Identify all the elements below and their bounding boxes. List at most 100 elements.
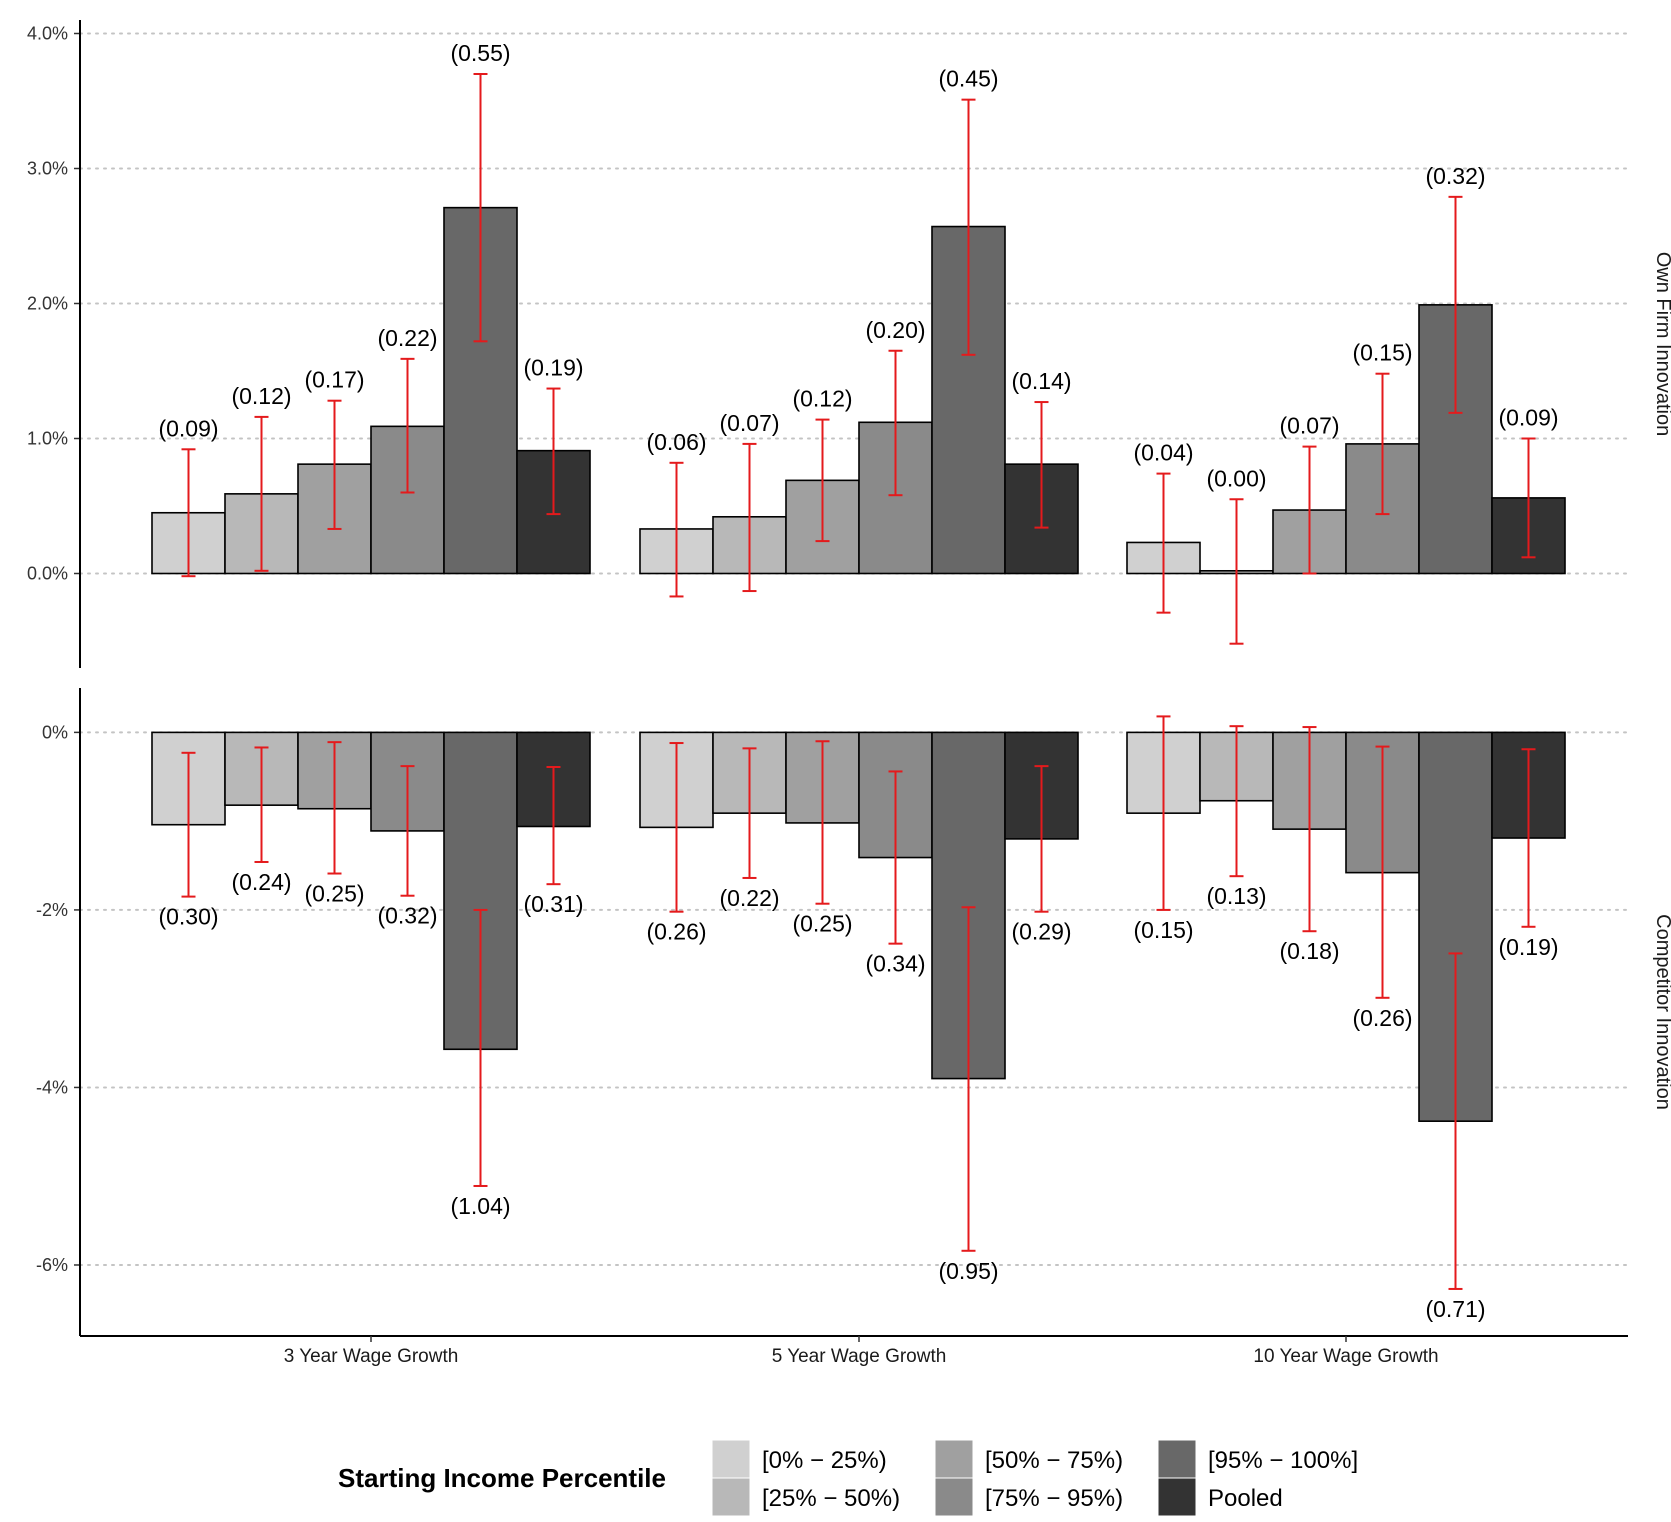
error-bar: [1521, 437, 1536, 559]
error-bar: [473, 908, 488, 1187]
se-label: (0.13): [1206, 883, 1266, 909]
error-bar: [1034, 401, 1049, 529]
y-tick-label: -6%: [36, 1255, 68, 1275]
error-bar: [1229, 498, 1244, 645]
se-label: (0.19): [1498, 934, 1558, 960]
y-tick-label: 0%: [42, 722, 68, 742]
error-bar: [742, 747, 757, 879]
y-tick-label: -4%: [36, 1077, 68, 1097]
se-label: (0.29): [1011, 919, 1071, 945]
legend-swatch: [711, 1477, 751, 1517]
se-label: (0.17): [304, 367, 364, 393]
se-label: (0.20): [865, 317, 925, 343]
se-label: (0.15): [1133, 917, 1193, 943]
error-bar: [1156, 715, 1171, 911]
y-tick-label: 0.0%: [27, 564, 68, 584]
se-label: (0.18): [1279, 938, 1339, 964]
se-label: (0.26): [1352, 1005, 1412, 1031]
se-label: (0.12): [792, 386, 852, 412]
error-bar: [1034, 765, 1049, 913]
se-label: (0.30): [158, 904, 218, 930]
error-bar: [327, 399, 342, 530]
error-bar: [888, 349, 903, 497]
se-label: (0.07): [1279, 413, 1339, 439]
se-label: (0.31): [523, 891, 583, 917]
se-label: (0.55): [450, 40, 510, 66]
x-tick-label: 3 Year Wage Growth: [284, 1346, 459, 1367]
se-label: (0.00): [1206, 465, 1266, 491]
y-tick-label: -2%: [36, 900, 68, 920]
error-bar: [1302, 445, 1317, 575]
legend-item: [50% − 75%): [934, 1439, 1123, 1479]
error-bar: [1448, 952, 1463, 1290]
legend-label: [95% − 100%]: [1208, 1447, 1358, 1474]
error-bar: [400, 765, 415, 897]
legend-label: Pooled: [1208, 1485, 1283, 1512]
error-bar: [181, 751, 196, 898]
legend-swatch: [711, 1439, 751, 1479]
legend: Starting Income Percentile [0% − 25%) [25%…: [338, 1439, 1358, 1517]
error-bar: [254, 415, 269, 572]
error-bar: [815, 740, 830, 905]
legend-label: [50% − 75%): [985, 1447, 1123, 1474]
legend-label: [25% − 50%): [762, 1485, 900, 1512]
legend-swatch: [1157, 1439, 1197, 1479]
error-bar: [669, 742, 684, 913]
error-bar: [742, 442, 757, 593]
se-label: (0.26): [646, 919, 706, 945]
se-label: (1.04): [450, 1193, 510, 1219]
se-label: (0.12): [231, 383, 291, 409]
facet-strip-label: Competitor Innovation: [1652, 914, 1671, 1110]
error-bar: [669, 461, 684, 598]
legend-item: [0% − 25%): [711, 1439, 887, 1479]
error-bar: [888, 770, 903, 945]
legend-item: [25% − 50%): [711, 1477, 900, 1517]
x-tick-label: 10 Year Wage Growth: [1253, 1346, 1438, 1367]
error-bar: [1448, 195, 1463, 414]
panel-competitor-innovation: 0% -2% -4% -6% Competitor Innovation (0.30) (0…: [36, 688, 1671, 1336]
panel-own-firm-innovation: 0.0% 1.0% 2.0% 3.0% 4.0% Own Firm Innovation (…: [27, 20, 1671, 668]
error-bar: [1229, 725, 1244, 878]
se-label: (0.09): [1498, 405, 1558, 431]
se-label: (0.22): [377, 325, 437, 351]
error-bar: [1521, 748, 1536, 928]
error-bar: [815, 418, 830, 543]
error-bar: [546, 387, 561, 516]
se-label: (0.32): [1425, 163, 1485, 189]
legend-swatch: [934, 1439, 974, 1479]
x-tick-label: 5 Year Wage Growth: [772, 1346, 947, 1367]
legend-item: [95% − 100%]: [1157, 1439, 1358, 1479]
error-bar: [961, 906, 976, 1252]
se-label: (0.09): [158, 415, 218, 441]
se-label: (0.24): [231, 869, 291, 895]
legend-label: [0% − 25%): [762, 1447, 887, 1474]
error-bar: [400, 357, 415, 494]
se-label: (0.71): [1425, 1296, 1485, 1322]
legend-item: [75% − 95%): [934, 1477, 1123, 1517]
legend-label: [75% − 95%): [985, 1485, 1123, 1512]
se-label: (0.45): [938, 66, 998, 92]
se-label: (0.04): [1133, 440, 1193, 466]
x-axis: 3 Year Wage Growth 5 Year Wage Growth 10 Y…: [80, 1335, 1628, 1367]
se-label: (0.06): [646, 429, 706, 455]
se-label: (0.25): [304, 881, 364, 907]
error-bar: [961, 98, 976, 356]
se-label: (0.32): [377, 903, 437, 929]
error-bar: [254, 746, 269, 863]
legend-item: Pooled: [1157, 1477, 1283, 1517]
legend-swatch: [1157, 1477, 1197, 1517]
y-tick-label: 1.0%: [27, 429, 68, 449]
se-label: (0.07): [719, 410, 779, 436]
error-bar: [327, 741, 342, 875]
error-bar: [1375, 745, 1390, 999]
se-label: (0.34): [865, 951, 925, 977]
error-bar: [181, 448, 196, 578]
error-bar: [546, 766, 561, 886]
legend-title: Starting Income Percentile: [338, 1463, 666, 1493]
error-bar: [1302, 726, 1317, 933]
se-label: (0.25): [792, 911, 852, 937]
facet-strip-label: Own Firm Innovation: [1652, 252, 1671, 437]
se-label: (0.19): [523, 355, 583, 381]
y-tick-label: 2.0%: [27, 294, 68, 314]
